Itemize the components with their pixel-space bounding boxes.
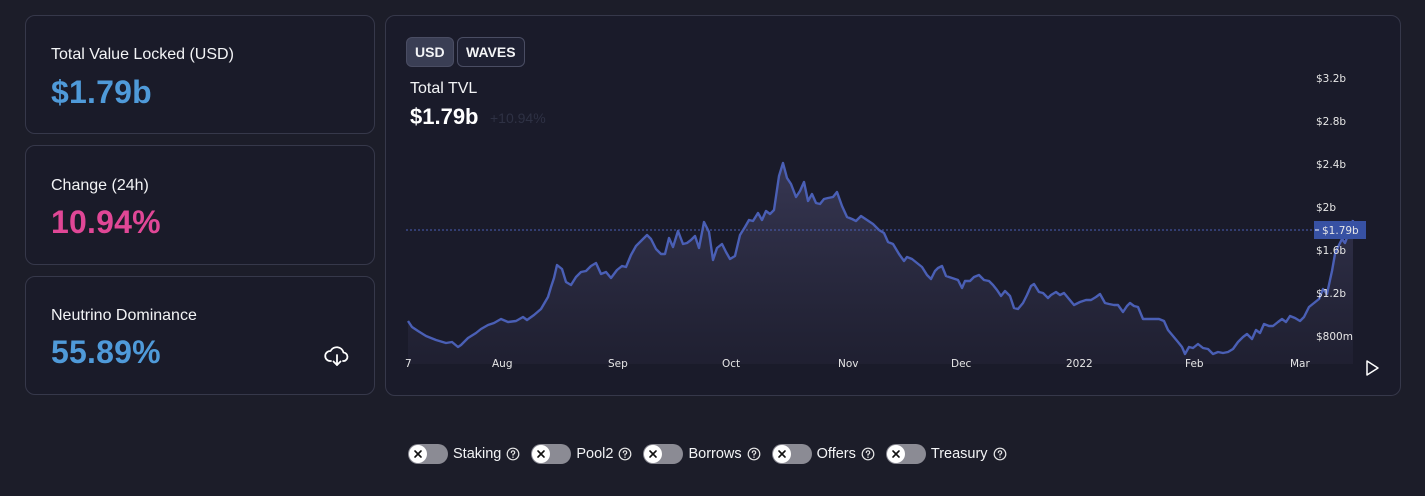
tvl-value: $1.79b — [51, 74, 152, 110]
svg-text:$1.79b: $1.79b — [1322, 225, 1359, 237]
legend-item-treasury: Treasury — [885, 444, 1007, 464]
y-tick-2.8b: $2.8b — [1316, 116, 1346, 128]
x-tick-aug: Aug — [492, 358, 513, 370]
change-label: Change (24h) — [51, 177, 149, 194]
cloud-download-icon[interactable] — [324, 345, 350, 367]
staking-label: Staking — [453, 446, 502, 462]
help-circle-icon[interactable] — [747, 447, 761, 461]
offers-label: Offers — [816, 446, 856, 462]
tvl-card: Total Value Locked (USD) $1.79b — [25, 15, 375, 134]
pool2-label: Pool2 — [576, 446, 614, 462]
offers-toggle[interactable] — [771, 444, 812, 464]
x-tick-nov: Nov — [838, 358, 859, 370]
treasury-toggle[interactable] — [885, 444, 926, 464]
dominance-value: 55.89% — [51, 334, 161, 370]
x-icon — [892, 450, 900, 458]
x-tick-feb: Feb — [1185, 358, 1204, 370]
pool2-toggle[interactable] — [531, 444, 572, 464]
tvl-line — [407, 161, 1355, 356]
help-circle-icon[interactable] — [993, 447, 1007, 461]
chart-legend: Staking Pool2 Borrows Offers Treasury — [408, 443, 1018, 465]
treasury-label: Treasury — [930, 446, 988, 462]
borrows-toggle[interactable] — [643, 444, 684, 464]
legend-item-pool2: Pool2 — [531, 444, 632, 464]
legend-item-offers: Offers — [771, 444, 875, 464]
x-icon — [537, 450, 546, 458]
x-icon — [649, 450, 658, 458]
y-tick-800m: $800m — [1316, 331, 1353, 343]
chart-change: +10.94% — [490, 110, 546, 126]
y-tick-2.4b: $2.4b — [1316, 159, 1346, 171]
x-tick-mar: Mar — [1290, 358, 1310, 370]
x-tick-dec: Dec — [951, 358, 972, 370]
change-card: Change (24h) 10.94% — [25, 145, 375, 265]
borrows-label: Borrows — [688, 446, 742, 462]
help-circle-icon[interactable] — [861, 447, 875, 461]
help-circle-icon[interactable] — [618, 447, 632, 461]
x-icon — [777, 450, 786, 458]
usd-toggle-button[interactable]: USD — [406, 37, 454, 67]
play-icon[interactable] — [1361, 358, 1383, 378]
help-circle-icon[interactable] — [506, 447, 520, 461]
x-tick-sep: Sep — [608, 358, 628, 370]
x-icon — [414, 450, 422, 458]
tvl-area-chart[interactable]: $3.2b $2.8b $2.4b $2b $1.6b $1.2b $800m … — [386, 16, 1401, 396]
chart-title: Total TVL — [410, 80, 478, 97]
x-tick-2022: 2022 — [1066, 358, 1093, 370]
x-tick-7: 7 — [405, 358, 412, 370]
y-tick-1.2b: $1.2b — [1316, 288, 1346, 300]
legend-item-staking: Staking — [408, 444, 520, 464]
y-tick-2b: $2b — [1316, 202, 1336, 214]
current-price-tag: $1.79b — [1314, 221, 1366, 239]
dominance-card: Neutrino Dominance 55.89% — [25, 276, 375, 395]
y-tick-1.6b: $1.6b — [1316, 245, 1346, 257]
dominance-label: Neutrino Dominance — [51, 307, 197, 324]
tvl-chart-panel: USD WAVES Total TVL $1.79b +10.94% $3.2b… — [385, 15, 1401, 396]
waves-toggle-button[interactable]: WAVES — [457, 37, 525, 67]
x-tick-oct: Oct — [722, 358, 740, 370]
y-tick-3.2b: $3.2b — [1316, 73, 1346, 85]
tvl-area — [408, 163, 1353, 364]
tvl-label: Total Value Locked (USD) — [51, 46, 234, 63]
change-value: 10.94% — [51, 204, 161, 240]
legend-item-borrows: Borrows — [643, 444, 761, 464]
chart-value: $1.79b — [410, 104, 479, 129]
staking-toggle[interactable] — [408, 444, 448, 464]
